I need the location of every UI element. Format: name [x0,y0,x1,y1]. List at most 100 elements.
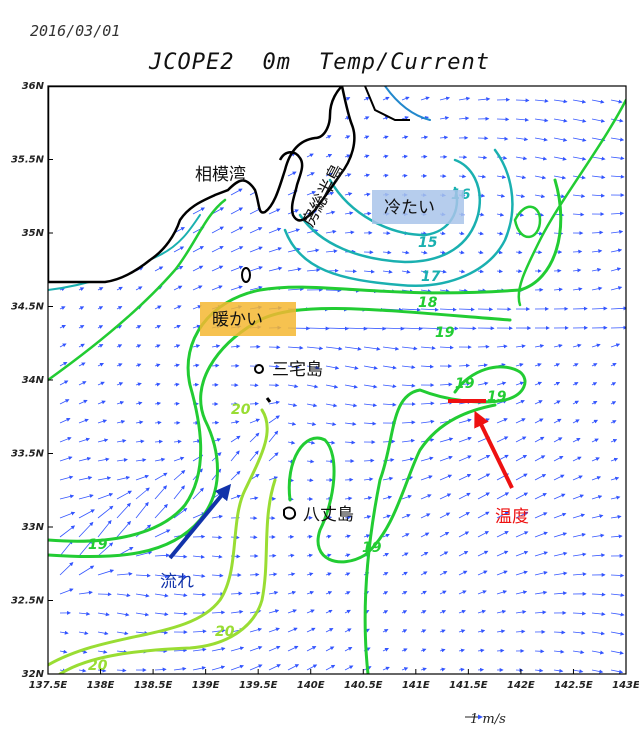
current-vector [97,505,114,519]
current-vector [363,192,371,197]
contour-label-20a: 20 [231,402,251,418]
lon-tick-label: 142E [507,680,535,691]
current-vector [382,154,389,159]
current-vector [420,648,427,653]
current-vector [192,666,206,671]
current-vector [116,668,127,673]
current-vector [344,609,351,614]
current-vector [420,494,432,500]
current-vector [78,476,93,481]
current-vector [382,384,397,389]
current-vector [325,326,349,331]
current-vector [382,610,389,614]
current-vector [287,384,299,389]
current-vector [458,570,468,576]
current-vector [306,572,314,577]
current-vector [515,511,529,519]
current-vector [439,250,447,255]
current-vector [382,629,389,633]
current-vector [363,515,372,519]
current-vector [230,494,242,500]
current-vector [97,631,109,636]
current-vector [496,212,505,217]
current-vector [344,553,351,558]
current-vector [78,325,85,329]
current-vector [249,450,259,462]
current-vector [154,344,161,349]
current-vector [211,344,221,349]
current-vector [610,156,625,161]
lon-tick-label: 139E [192,680,220,691]
current-vector [534,610,547,615]
current-vector [420,456,434,462]
model-name: JCOPE2 [149,50,235,75]
current-vector [344,403,358,408]
current-vector [515,399,525,405]
current-vector [420,326,441,331]
current-vector [496,609,507,614]
current-vector [458,363,471,368]
current-vector [610,439,618,443]
current-vector [211,554,223,559]
current-vector [287,440,296,445]
current-vector [154,439,164,444]
current-vector [344,496,353,501]
current-vector [515,250,523,255]
current-vector [135,382,142,387]
current-vector [458,250,465,255]
current-vector [382,514,391,519]
current-vector [97,519,112,538]
current-vector [401,610,408,614]
current-vector [439,269,447,274]
current-vector [610,99,623,104]
current-vector [591,438,599,443]
current-vector [591,612,606,617]
current-vector [363,346,381,351]
current-vector [610,669,624,674]
lat-tick-label: 36N [22,81,45,92]
current-vector [344,534,351,539]
current-vector [344,326,368,331]
current-vector [477,363,488,368]
lon-tick-label: 138.5E [134,680,173,691]
lon-tick-label: 143E [612,680,639,691]
current-vector [458,96,471,101]
current-vector [477,531,490,538]
current-vector [78,381,87,386]
current-vector [154,401,162,406]
current-vector [420,590,427,595]
isotherm-19-hachijo [287,403,497,564]
current-vector [382,346,400,351]
current-vector [572,669,584,674]
current-vector [401,571,408,576]
current-vector [135,286,143,291]
current-vector [477,590,487,595]
current-vector [591,363,598,367]
current-vector [306,664,318,671]
current-vector [382,326,405,331]
scale-label: 1 m/s [470,712,506,727]
current-vector [610,573,625,578]
current-vector [230,285,243,291]
current-vector [591,533,605,538]
current-vector [553,512,567,519]
current-vector [344,173,352,178]
current-vector [154,485,168,500]
current-vector [553,571,568,576]
current-vector [306,365,320,370]
current-vector [287,553,295,558]
current-vector [458,474,472,481]
current-vector [249,266,263,272]
current-vector [591,650,605,655]
label-miyakejima: 三宅島 [272,360,323,380]
current-vector [230,435,241,443]
lat-tick-label: 32N [22,669,45,680]
current-vector [420,419,435,424]
current-vector [135,401,143,406]
current-vector [97,287,104,291]
current-vector [154,325,162,329]
current-vector [610,631,625,636]
lon-tick-label: 140E [297,680,325,691]
current-vector [458,667,465,672]
current-vector [572,212,585,217]
